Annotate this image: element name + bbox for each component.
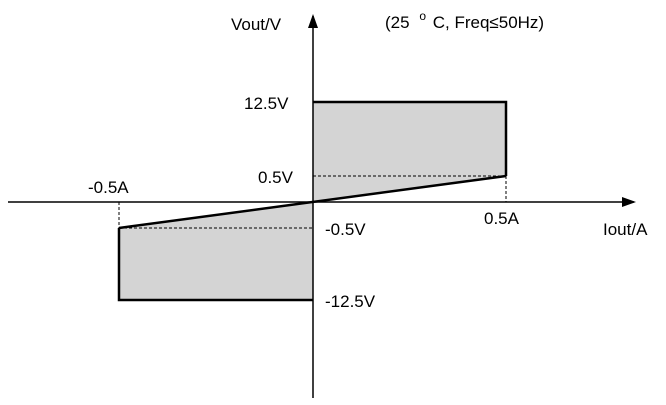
tick-y-12.5v: 12.5V: [244, 94, 289, 113]
y-axis-label: Vout/V: [231, 15, 282, 34]
condition-degree: o: [419, 9, 426, 23]
negative-boundary: [117, 228, 313, 302]
x-axis-label: Iout/A: [603, 220, 648, 239]
tick-x-neg-0.5a: -0.5A: [88, 178, 129, 197]
condition-note: (25 o C, Freq≤50Hz): [385, 5, 544, 32]
tick-y-neg-12.5v: -12.5V: [325, 292, 376, 311]
tick-y-neg-0.5v: -0.5V: [325, 220, 366, 239]
positive-boundary: [313, 100, 508, 176]
negative-region: [119, 202, 313, 300]
linear-transfer-line: [118, 174, 507, 230]
tick-x-0.5a: 0.5A: [484, 209, 520, 228]
positive-region: [313, 102, 506, 202]
condition-prefix: (25: [385, 13, 410, 32]
condition-suffix: C, Freq≤50Hz): [433, 13, 544, 32]
tick-y-0.5v: 0.5V: [258, 168, 294, 187]
